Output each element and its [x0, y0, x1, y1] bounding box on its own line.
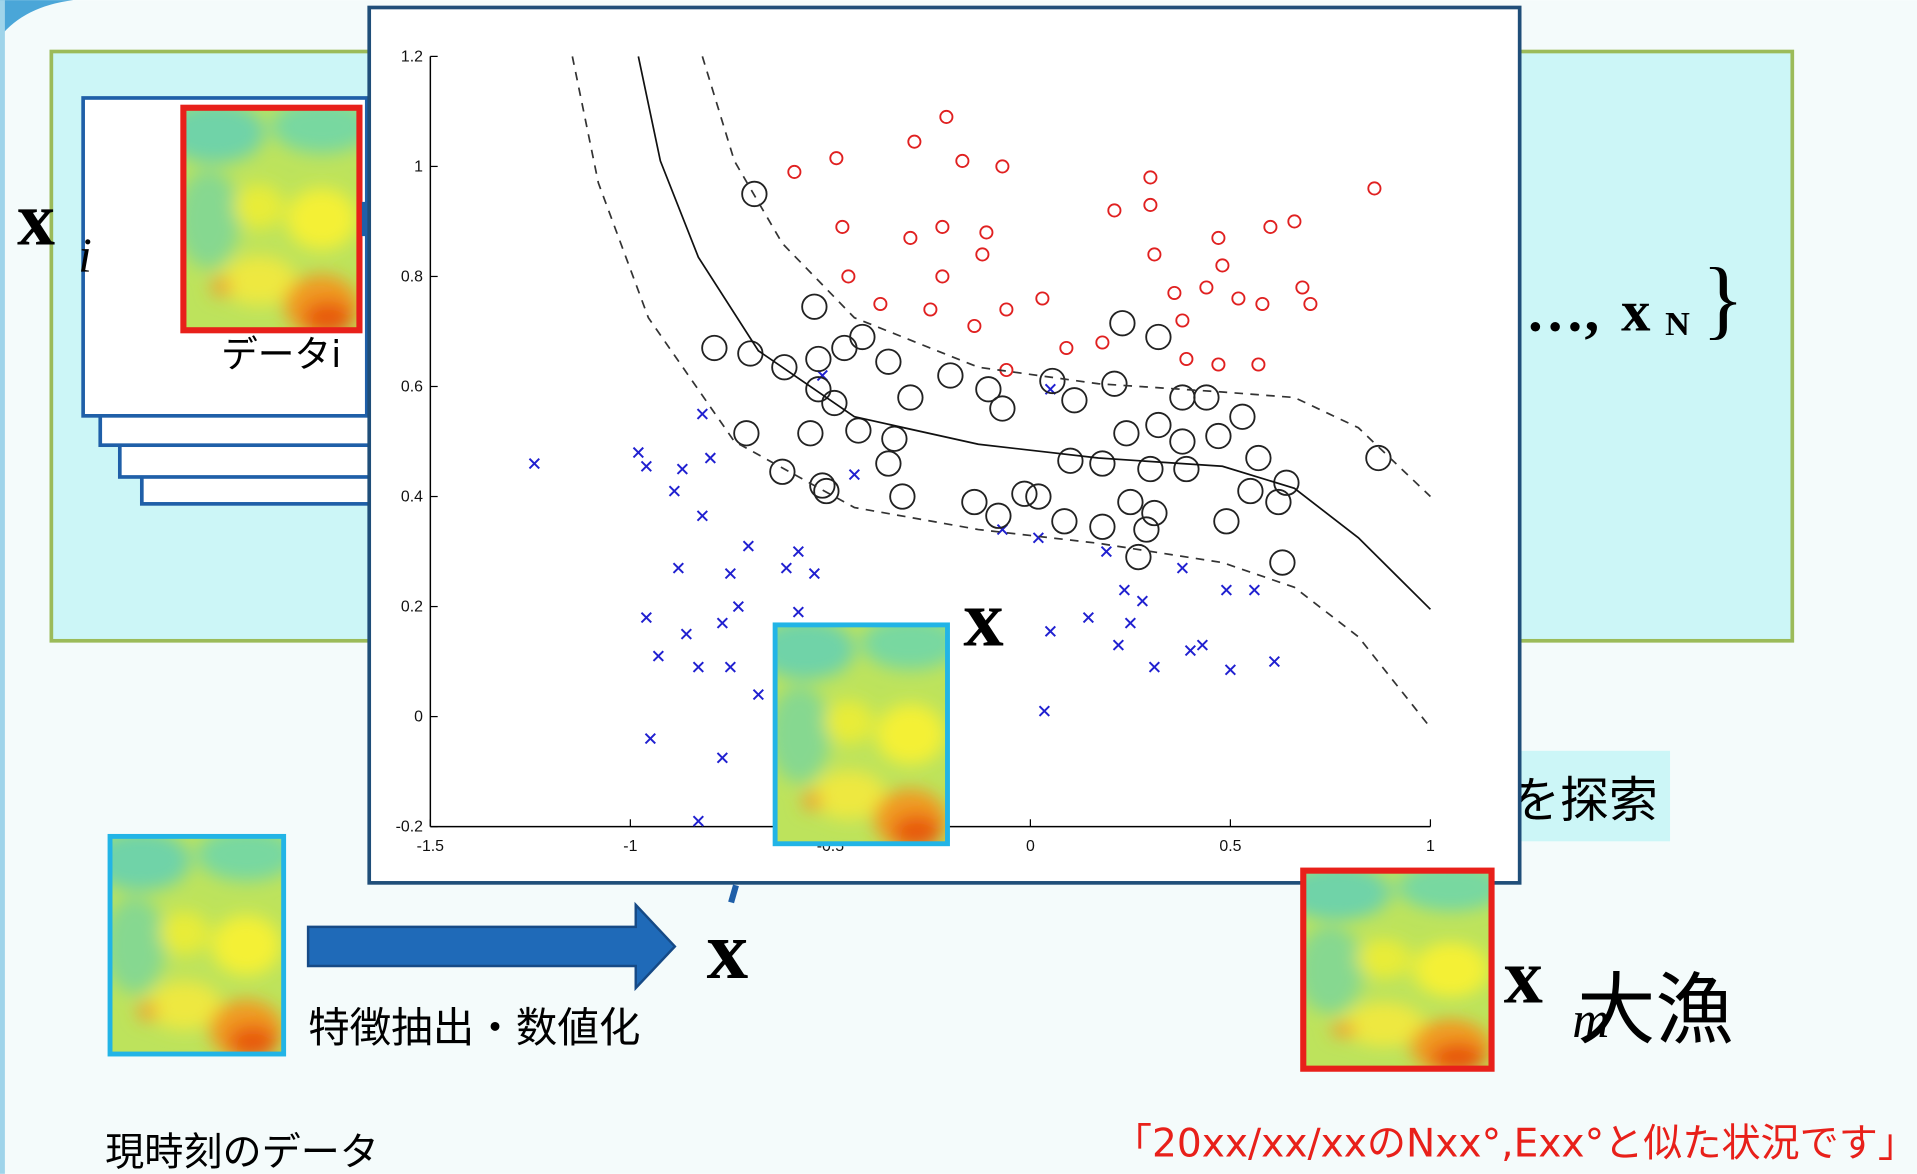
catch-label: 大漁	[1577, 965, 1733, 1056]
heatmap-image	[757, 616, 960, 849]
heatmap-image	[1283, 863, 1505, 1074]
heatmap-image	[165, 99, 372, 336]
y-tick-label: 1.2	[401, 48, 423, 65]
left-edge	[0, 0, 5, 1174]
y-tick-label: 0.6	[401, 378, 423, 395]
y-tick-label: 0.8	[401, 268, 423, 285]
symbol: x	[1504, 933, 1543, 1020]
search-label: を探索	[1511, 772, 1658, 829]
feature-label: 特徴抽出・数値化	[308, 1003, 640, 1052]
page: { "slide": { "xi_symbol": "x", "xi_subsc…	[0, 0, 1917, 1174]
y-tick-label: 0	[414, 708, 423, 725]
y-tick-label: 0.2	[401, 598, 423, 615]
x-tick-label: -1.5	[417, 838, 445, 855]
x-tick-label: 0.5	[1219, 838, 1241, 855]
symbol: x	[1621, 278, 1651, 343]
result-message: 「20xx/xx/xxのNxx°,Exx°と似た状況です」	[1113, 1122, 1917, 1167]
subscript: N	[1665, 305, 1690, 343]
y-tick-label: 1	[414, 158, 423, 175]
y-tick-label: 0.4	[401, 488, 423, 505]
y-tick-label: -0.2	[396, 819, 424, 836]
brace: }	[1702, 251, 1744, 348]
x-tick-label: 0	[1026, 838, 1035, 855]
heatmap-image	[91, 828, 296, 1060]
symbol: x	[707, 904, 749, 996]
slide: データi x i …, x N } を探索 -0.2 0 0.2 0.4 0.6 0.8 1…	[0, 0, 1917, 1174]
current-data-label: 現時刻のデータ	[105, 1130, 379, 1174]
data-label: データi	[221, 333, 341, 376]
symbol: x	[17, 178, 55, 262]
x-tick-label: 1	[1426, 838, 1435, 855]
subscript: i	[78, 228, 92, 283]
query-symbol: x	[963, 575, 1003, 664]
x-tick-label: -1	[623, 838, 637, 855]
set-ellipsis: …,	[1526, 278, 1599, 343]
